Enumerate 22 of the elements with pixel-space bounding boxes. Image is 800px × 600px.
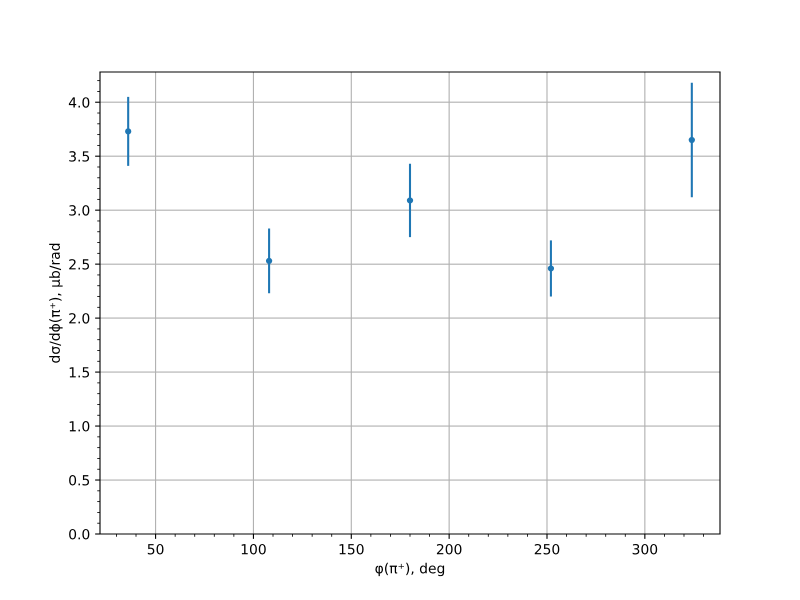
y-tick-label: 4.0 — [68, 97, 90, 108]
point — [548, 265, 554, 272]
x-tick-label: 50 — [148, 544, 164, 554]
x-tick-label: 250 — [534, 544, 560, 554]
x-tick-label: 100 — [242, 544, 266, 554]
x-tick-label: 300 — [632, 544, 658, 554]
x-axis-title: φ(π⁺), deg — [375, 562, 444, 576]
y-tick-label: 2.5 — [69, 259, 90, 270]
point — [688, 136, 695, 144]
y-tick-label: 0.0 — [69, 528, 90, 540]
y-tick-label: 3.0 — [69, 205, 90, 216]
x-tick-label: 200 — [436, 544, 462, 554]
y-tick-label: 1.0 — [70, 421, 90, 432]
y-tick-label: 2.0 — [69, 313, 90, 324]
y-tick-label: 1.5 — [70, 367, 90, 378]
point — [406, 197, 414, 204]
y-axis-title: dσ/dϕ(π⁺), μb/rad — [49, 244, 63, 363]
y-tick-label: 0.5 — [69, 474, 90, 486]
point — [125, 128, 132, 134]
point — [266, 258, 272, 264]
x-tick-label: 150 — [340, 544, 364, 554]
y-tick-label: 3.5 — [69, 151, 90, 162]
